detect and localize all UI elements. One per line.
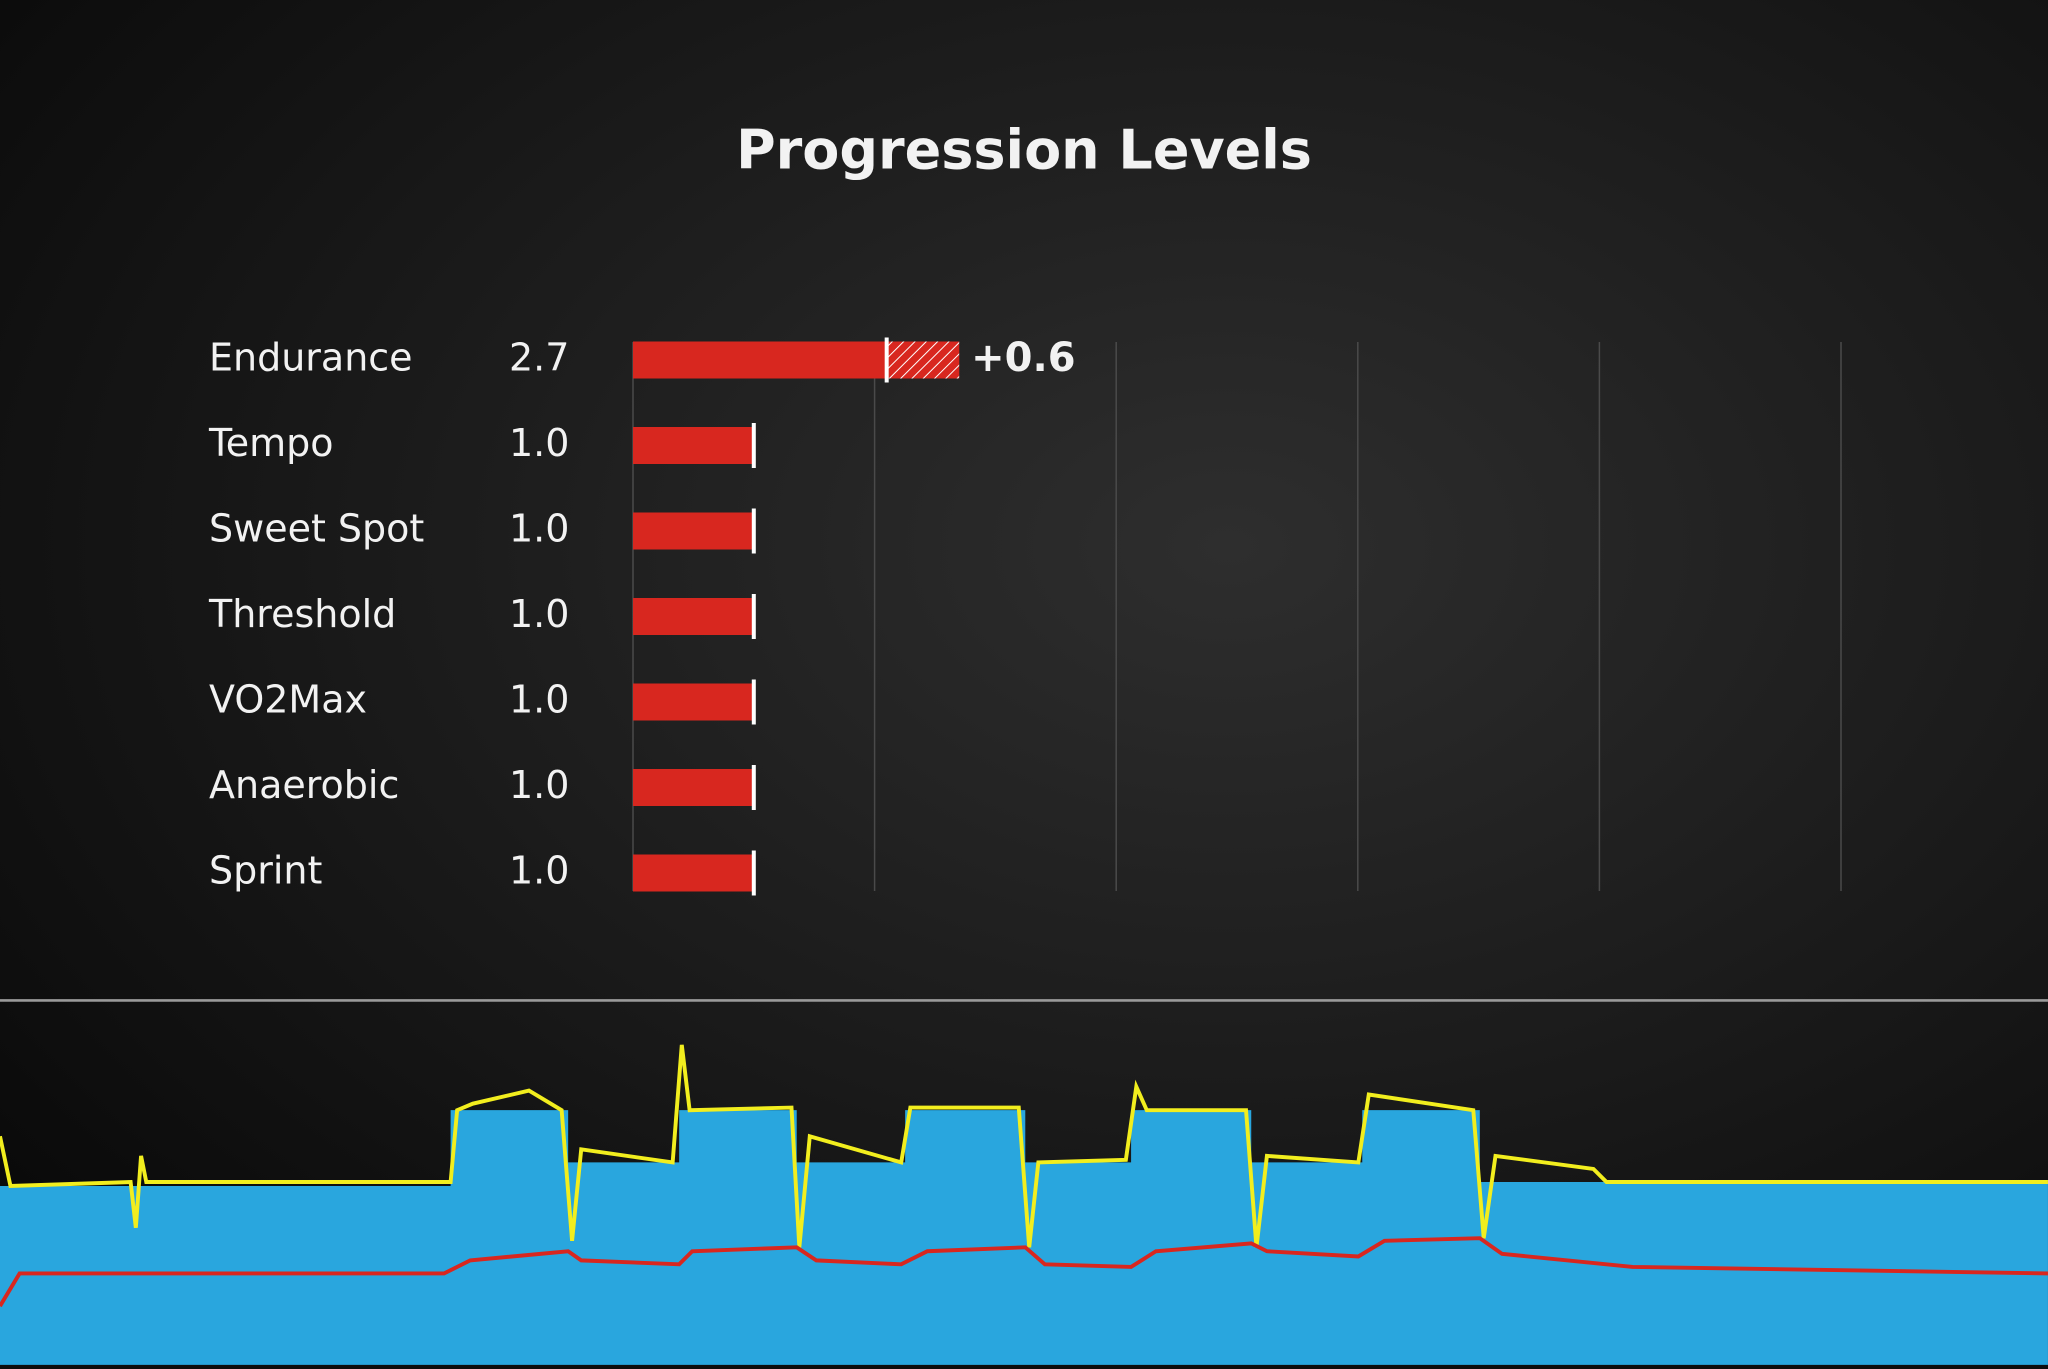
value-label: 1.0 [509,678,569,722]
bar-change [886,341,960,379]
value-label: 1.0 [509,849,569,893]
value-label: 1.0 [509,507,569,551]
value-label: 2.7 [509,336,569,380]
workout-graph [0,999,2048,1365]
bar [633,427,754,464]
category-label: Sweet Spot [209,507,424,551]
value-label: 1.0 [509,763,569,807]
category-label: Tempo [208,421,334,465]
bar-marker [751,850,756,896]
bar-marker [751,508,756,554]
bar-marker [751,594,756,639]
bar-marker [884,337,889,383]
bar [633,598,754,635]
bar [633,854,754,892]
bar-marker [751,765,756,810]
category-label: VO2Max [209,678,367,722]
category-label: Threshold [208,592,396,636]
category-label: Anaerobic [209,763,399,807]
chart-title: Progression Levels [736,119,1312,182]
target-area [0,1110,2048,1365]
value-label: 1.0 [509,421,569,465]
power-line [0,1044,2048,1248]
bar [633,683,754,721]
bar [633,512,754,550]
heart-rate-line [0,1236,2048,1308]
category-label: Endurance [209,336,413,380]
change-label: +0.6 [971,335,1075,381]
bar [633,769,754,806]
value-label: 1.0 [509,592,569,636]
bar-marker [751,679,756,725]
bar-marker [751,423,756,468]
category-label: Sprint [209,849,322,893]
